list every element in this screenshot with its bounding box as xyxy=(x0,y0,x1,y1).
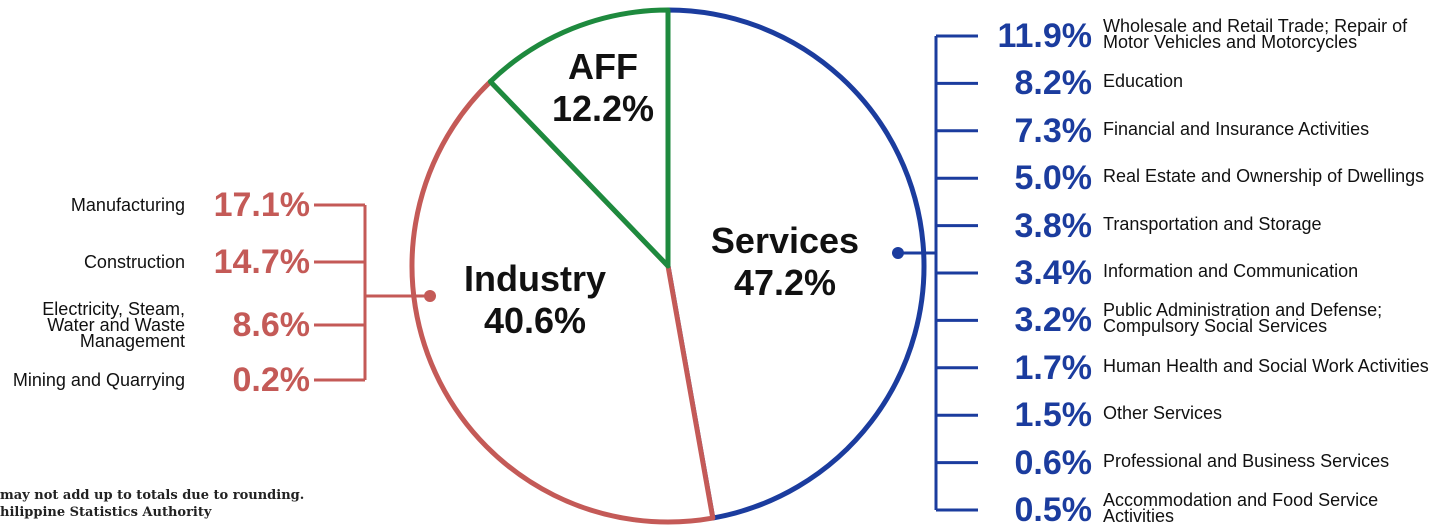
breakdown-value: 7.3% xyxy=(960,114,1092,148)
breakdown-value: 17.1% xyxy=(190,188,310,222)
breakdown-value: 8.2% xyxy=(960,66,1092,100)
breakdown-label: Public Administration and Defense; Compu… xyxy=(1103,302,1453,334)
breakdown-value: 14.7% xyxy=(190,245,310,279)
breakdown-label: Wholesale and Retail Trade; Repair of Mo… xyxy=(1103,18,1453,50)
breakdown-label: Electricity, Steam, Water and Waste Mana… xyxy=(0,301,185,349)
breakdown-value: 5.0% xyxy=(960,161,1092,195)
breakdown-value: 0.2% xyxy=(190,363,310,397)
slice-name: AFF xyxy=(503,46,703,88)
breakdown-label: Mining and Quarrying xyxy=(0,372,185,388)
slice-value: 12.2% xyxy=(503,88,703,130)
breakdown-value: 1.5% xyxy=(960,398,1092,432)
infographic: Services47.2% Industry40.6% AFF12.2% 11.9% W… xyxy=(0,0,1456,526)
connector-dot xyxy=(892,247,904,259)
breakdown-label: Information and Communication xyxy=(1103,263,1453,279)
footnote: may not add up to totals due to rounding… xyxy=(0,488,304,503)
slice-name: Services xyxy=(685,220,885,262)
breakdown-value: 3.2% xyxy=(960,303,1092,337)
breakdown-value: 8.6% xyxy=(190,308,310,342)
breakdown-label: Construction xyxy=(0,254,185,270)
breakdown-label: Other Services xyxy=(1103,405,1453,421)
breakdown-label: Professional and Business Services xyxy=(1103,453,1453,469)
breakdown-value: 3.8% xyxy=(960,209,1092,243)
breakdown-value: 11.9% xyxy=(960,19,1092,53)
breakdown-label: Real Estate and Ownership of Dwellings xyxy=(1103,168,1453,184)
slice-name: Industry xyxy=(435,258,635,300)
breakdown-label: Accommodation and Food Service Activitie… xyxy=(1103,492,1453,524)
breakdown-value: 0.6% xyxy=(960,446,1092,480)
breakdown-label: Manufacturing xyxy=(0,197,185,213)
breakdown-value: 3.4% xyxy=(960,256,1092,290)
breakdown-value: 0.5% xyxy=(960,493,1092,526)
breakdown-label: Financial and Insurance Activities xyxy=(1103,121,1453,137)
slice-value: 47.2% xyxy=(685,262,885,304)
slice-value: 40.6% xyxy=(435,300,635,342)
footnote: hilippine Statistics Authority xyxy=(0,505,211,520)
breakdown-label: Human Health and Social Work Activities xyxy=(1103,358,1453,374)
breakdown-label: Transportation and Storage xyxy=(1103,216,1453,232)
breakdown-label: Education xyxy=(1103,73,1453,89)
breakdown-value: 1.7% xyxy=(960,351,1092,385)
